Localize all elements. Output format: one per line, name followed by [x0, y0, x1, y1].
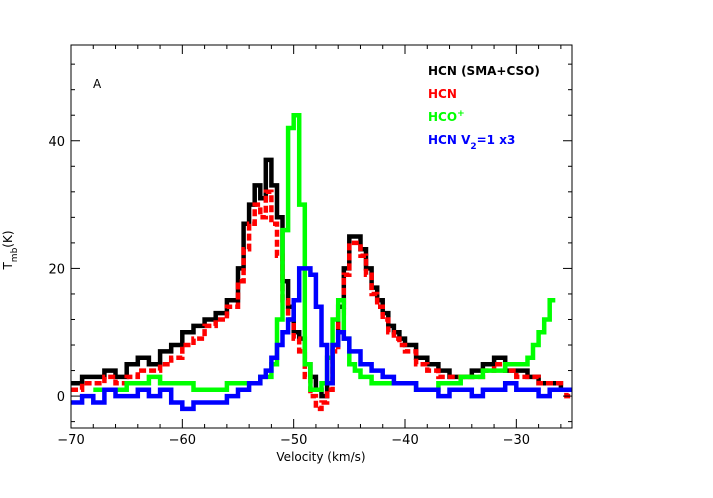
x-tick-label: −30: [503, 433, 530, 448]
panel-label: A: [93, 77, 102, 91]
y-axis-label-main: T: [1, 262, 15, 271]
y-tick-label: 20: [48, 262, 65, 277]
legend-entry-1: HCN (SMA+CSO): [428, 64, 540, 78]
series-line-2: [71, 189, 572, 412]
x-tick-label: −70: [57, 433, 84, 448]
x-axis-label: Velocity (km/s): [276, 450, 365, 464]
series-line-1: [71, 157, 572, 399]
y-tick-label: 40: [48, 135, 65, 150]
x-tick-label: −40: [391, 433, 418, 448]
legend-entry-3: HCO+: [428, 109, 465, 124]
y-tick-label: 0: [57, 390, 65, 405]
ticks-layer: −70 −60 −50 −40 −30 0 20 40: [48, 45, 572, 448]
y-axis-label-unit: (K): [1, 230, 15, 247]
y-axis-label: Tmb(K): [1, 230, 20, 270]
x-tick-label: −50: [280, 433, 307, 448]
x-tick-label: −60: [169, 433, 196, 448]
legend: HCN (SMA+CSO) HCN HCO+ HCN V2=1 x3: [428, 64, 540, 152]
plot-frame: [70, 44, 573, 429]
legend-entry-4: HCN V2=1 x3: [428, 133, 515, 152]
series-line-4: [71, 266, 572, 412]
series-line-3: [93, 112, 556, 392]
y-axis-label-sub: mb: [10, 247, 20, 262]
legend-entry-2: HCN: [428, 87, 457, 101]
series-layer: [71, 112, 572, 412]
